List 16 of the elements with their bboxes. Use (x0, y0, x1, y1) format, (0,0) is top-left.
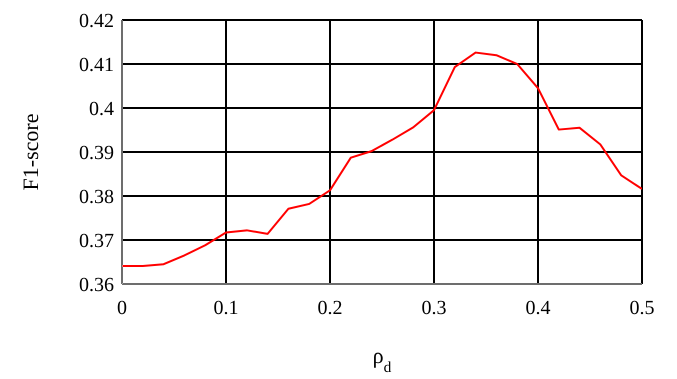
y-tick-label: 0.42 (79, 10, 114, 32)
line-series (122, 52, 642, 267)
y-tick-label: 0.36 (79, 274, 114, 296)
x-tick-label: 0.5 (630, 297, 654, 320)
x-axis-title: ρ$_{d}$ (372, 343, 392, 376)
x-tick-label: 0 (117, 297, 127, 320)
y-tick-label: 0.4 (89, 98, 114, 120)
y-tick-label: 0.38 (79, 186, 114, 208)
x-tick-label: 0.2 (318, 297, 342, 320)
y-tick-label: 0.37 (79, 230, 114, 252)
y-tick-label: 0.39 (79, 142, 114, 164)
x-tick-label: 0.3 (422, 297, 446, 320)
y-axis-title: F1-score (18, 114, 43, 190)
x-tick-label: 0.1 (214, 297, 238, 320)
y-tick-label: 0.41 (79, 54, 114, 76)
x-tick-label: 0.4 (526, 297, 550, 320)
